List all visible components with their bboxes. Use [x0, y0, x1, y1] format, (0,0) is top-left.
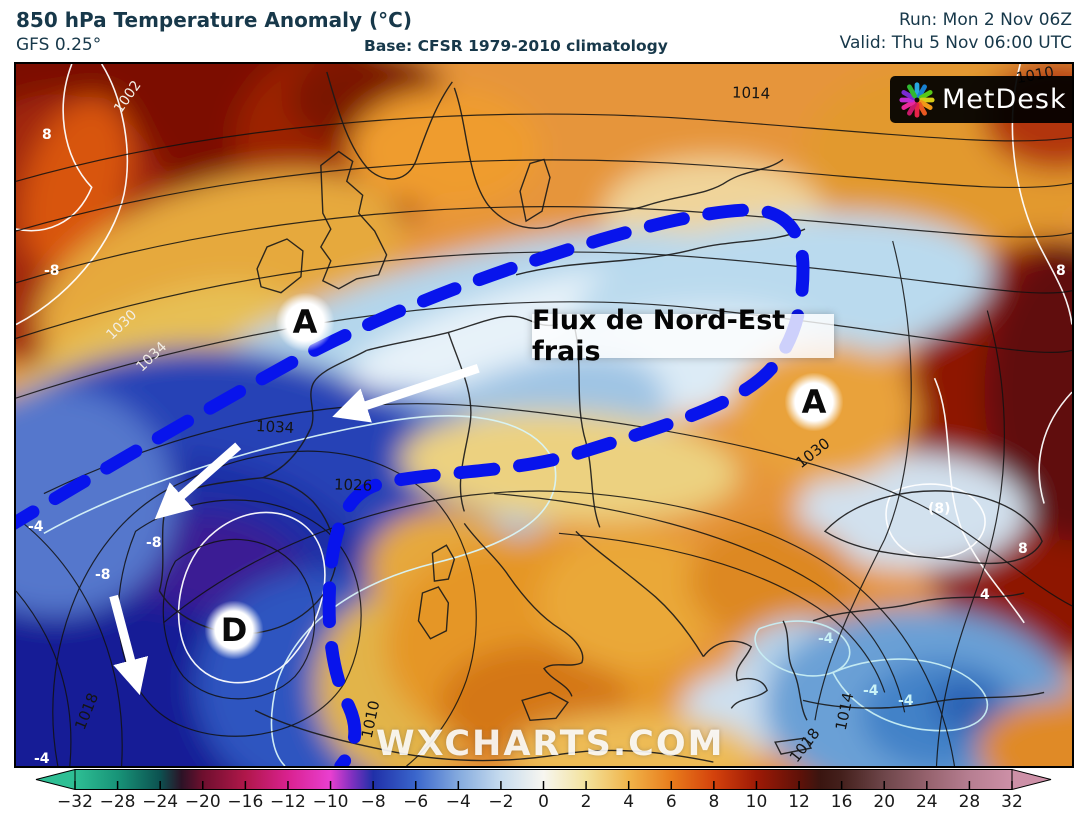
colorbar-tick-label: −6	[403, 792, 429, 812]
colorbar-tick-label: 12	[788, 792, 810, 812]
colorbar-tick-label: 8	[708, 792, 720, 812]
metdesk-logo-text: MetDesk	[942, 84, 1067, 115]
colorbar-tick-label: −20	[184, 792, 221, 812]
weather-map: 1002 1014 1010 1030 1034 1034 1026 1030 1018 1010…	[14, 62, 1074, 768]
colorbar-tick-label: 24	[915, 792, 938, 812]
pressure-centre-marker-a: A	[276, 293, 334, 351]
colorbar-tick-label: −10	[312, 792, 349, 812]
colorbar-tick-label: 32	[1001, 792, 1023, 812]
colorbar-tick-label: 4	[623, 792, 635, 812]
anomaly-contour-label: -8	[95, 567, 111, 583]
pressure-contour-label: 1034	[255, 417, 295, 437]
colorbar-left-arrow	[35, 768, 76, 791]
anomaly-contour-label: 4	[980, 587, 990, 603]
colorbar-tick-label: 10	[745, 792, 768, 812]
anomaly-color-blobs	[16, 64, 1072, 766]
anomaly-contours	[16, 64, 1072, 766]
anomaly-contour-label: 8	[1018, 541, 1028, 557]
pressure-contour-label: 1014	[731, 83, 771, 103]
pressure-contour-label: 1026	[333, 475, 373, 495]
anomaly-contour-label: -4	[863, 683, 879, 699]
valid-time-label: Valid: Thu 5 Nov 06:00 UTC	[839, 33, 1072, 53]
climatology-base-label: Base: CFSR 1979-2010 climatology	[364, 37, 668, 55]
chart-header: 850 hPa Temperature Anomaly (°C) GFS 0.2…	[0, 0, 1088, 62]
colorbar-tick-labels: −32 −28 −24 −20 −16 −12 −10 −8 −6 −4 −2 0 2 4 6 8 10 12 16…	[35, 792, 1055, 816]
pressure-centre-marker-a: A	[785, 373, 843, 431]
colorbar-right-arrow	[1011, 768, 1052, 791]
model-label: GFS 0.25°	[16, 35, 102, 55]
colorbar-tick-label: 0	[538, 792, 549, 812]
colorbar-tick-label: −28	[99, 792, 136, 812]
run-time-label: Run: Mon 2 Nov 06Z	[898, 10, 1072, 30]
colorbar-tick-label: −24	[142, 792, 179, 812]
anomaly-contour-label: 8	[42, 127, 52, 143]
colorbar-tick-label: 20	[873, 792, 896, 812]
colorbar-tick-label: −8	[360, 792, 386, 812]
coastlines	[158, 71, 1045, 763]
annotation-flux-label: Flux de Nord-Est frais	[532, 305, 834, 367]
anomaly-contour-label: (8)	[928, 501, 951, 517]
anomaly-contour-label: 8	[1056, 263, 1066, 279]
colorbar-tick-label: 16	[830, 792, 853, 812]
flow-arrows	[109, 364, 480, 696]
colorbar-tick-label: −32	[57, 792, 93, 812]
wxcharts-watermark: WXCHARTS.COM	[376, 724, 725, 764]
page-title: 850 hPa Temperature Anomaly (°C)	[16, 8, 412, 32]
metdesk-pinwheel-icon	[899, 81, 935, 118]
colorbar-tick-label: 2	[580, 792, 592, 812]
colorbar-scale	[35, 768, 1052, 791]
anomaly-contour-label: -4	[898, 693, 914, 709]
colorbar-tick-label: −12	[270, 792, 306, 812]
metdesk-logo: MetDesk	[890, 76, 1072, 123]
colorbar-tick-label: −4	[445, 792, 471, 812]
anomaly-contour-label: -8	[44, 263, 60, 279]
colorbar-tick-label: −16	[227, 792, 264, 812]
colorbar	[35, 768, 1055, 791]
colorbar-ticks	[74, 781, 1013, 789]
colorbar-tick-label: −2	[488, 792, 514, 812]
pressure-centre-marker-d: D	[205, 601, 263, 659]
anomaly-contour-label: -4	[818, 631, 834, 647]
anomaly-contour-label: -8	[146, 535, 162, 551]
anomaly-contour-label: -4	[34, 751, 50, 767]
temperature-anomaly-field	[16, 64, 1072, 766]
colorbar-tick-label: 28	[958, 792, 981, 812]
anomaly-contour-label: -4	[28, 519, 44, 535]
colorbar-tick-label: 6	[665, 792, 677, 812]
